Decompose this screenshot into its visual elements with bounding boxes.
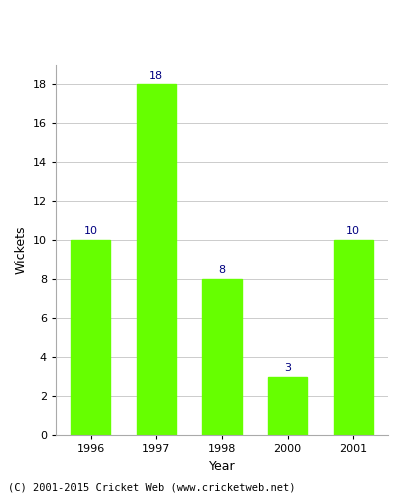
Bar bbox=[268, 376, 307, 435]
Y-axis label: Wickets: Wickets bbox=[14, 226, 27, 274]
X-axis label: Year: Year bbox=[209, 460, 235, 472]
Bar bbox=[137, 84, 176, 435]
Text: (C) 2001-2015 Cricket Web (www.cricketweb.net): (C) 2001-2015 Cricket Web (www.cricketwe… bbox=[8, 482, 296, 492]
Text: 18: 18 bbox=[149, 70, 164, 81]
Bar bbox=[71, 240, 110, 435]
Text: 10: 10 bbox=[84, 226, 98, 236]
Text: 8: 8 bbox=[218, 266, 226, 276]
Bar bbox=[202, 279, 242, 435]
Bar bbox=[334, 240, 373, 435]
Text: 3: 3 bbox=[284, 362, 291, 372]
Text: 10: 10 bbox=[346, 226, 360, 236]
